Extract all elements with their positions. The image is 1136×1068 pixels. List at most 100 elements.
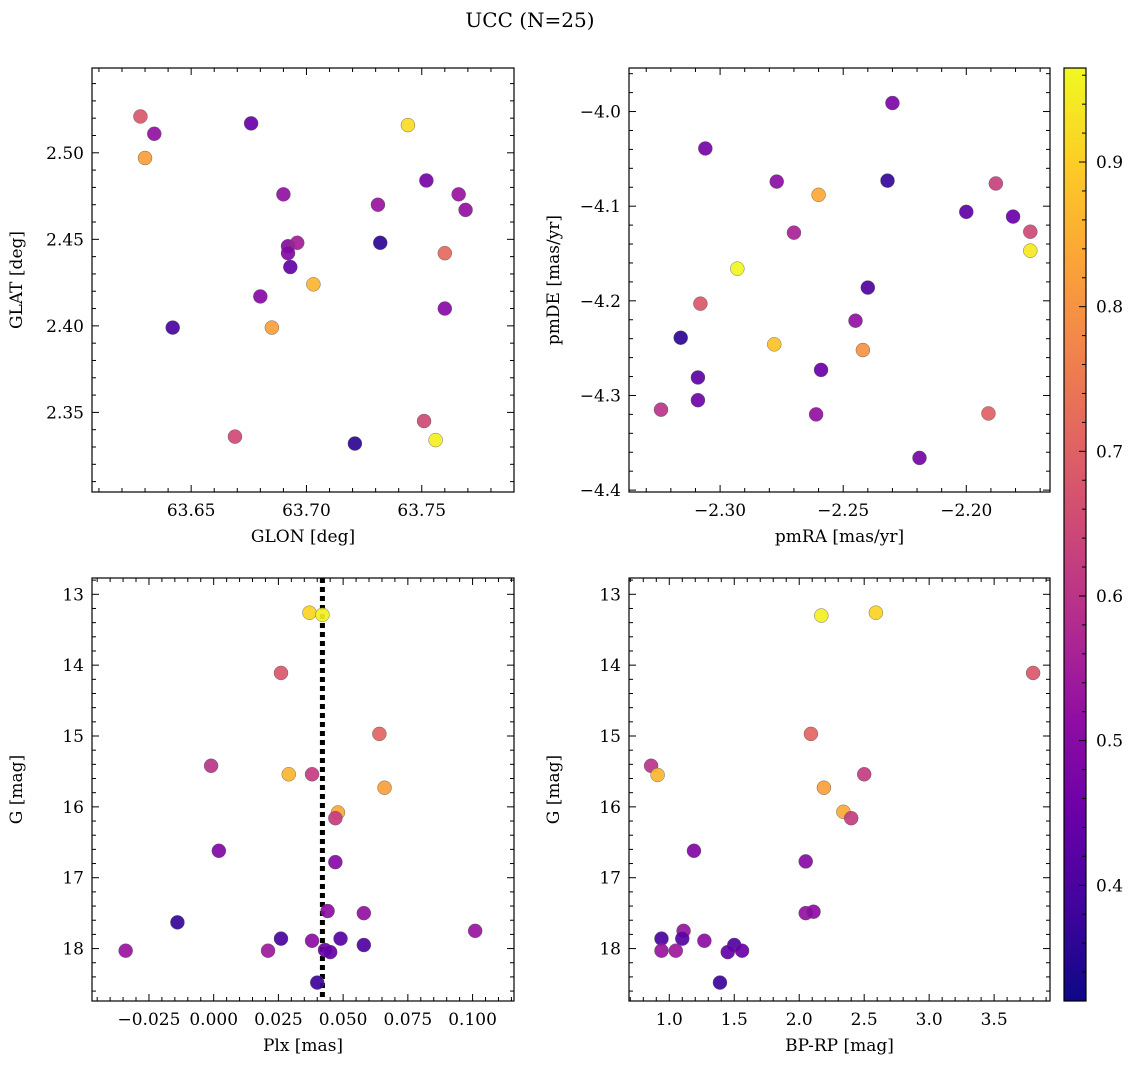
- y-tick-label: 16: [599, 798, 621, 818]
- data-point: [347, 436, 363, 451]
- data-point: [843, 810, 859, 826]
- panel-bprp-g: 1.0 1.5 2.0 2.5 3.0 3.5 13 14 15 16 17 18 BP-RP [mag…: [544, 577, 1051, 1056]
- data-point: [720, 944, 735, 960]
- panel-pmra-pmde: −2.30 −2.25 −2.20 −4.4 −4.3 −4.2 −4.1 −4.0 pmRA …: [544, 67, 1051, 547]
- colorbar-tick-label: 0.8: [1096, 298, 1123, 318]
- y-axis-label: GLAT [deg]: [7, 231, 27, 329]
- colorbar-gradient: [1064, 254, 1086, 1002]
- data-point: [734, 943, 750, 958]
- data-point: [885, 95, 900, 111]
- data-point: [227, 429, 243, 444]
- data-point: [767, 337, 782, 352]
- y-tick-label: 14: [62, 656, 84, 676]
- data-point: [814, 608, 829, 623]
- data-point: [373, 235, 388, 250]
- data-point: [372, 726, 387, 742]
- data-point: [147, 126, 162, 141]
- data-point: [260, 943, 276, 958]
- data-point: [690, 370, 706, 385]
- y-tick-label: −4.0: [580, 103, 621, 123]
- data-point: [959, 204, 974, 220]
- data-point: [1023, 243, 1038, 258]
- colorbar-tick-label: 0.5: [1096, 732, 1123, 752]
- x-tick-label: 0.025: [254, 1010, 303, 1030]
- data-point: [813, 362, 829, 378]
- data-point: [243, 116, 259, 131]
- x-tick-label: 2.5: [851, 1010, 878, 1030]
- y-tick-label: 17: [599, 869, 621, 889]
- x-tick-label: 63.70: [282, 501, 331, 521]
- colorbar: 0.4 0.5 0.6 0.7 0.8 0.9: [1063, 67, 1123, 1002]
- data-point: [1005, 209, 1021, 224]
- data-point: [290, 235, 305, 250]
- y-tick-label: 15: [62, 727, 84, 747]
- colorbar-tick-label: 0.4: [1096, 876, 1123, 896]
- x-tick-label: 2.0: [786, 1010, 813, 1030]
- data-point: [690, 392, 706, 408]
- y-tick-label: 16: [62, 798, 84, 818]
- y-tick-label: 14: [599, 656, 621, 676]
- y-tick-label: 18: [599, 940, 621, 960]
- x-tick-label: 63.65: [167, 501, 216, 521]
- data-point: [133, 109, 148, 124]
- data-point: [437, 301, 453, 316]
- data-point: [653, 402, 669, 417]
- y-tick-label: 2.35: [46, 403, 84, 423]
- y-tick-label: 2.50: [46, 144, 84, 164]
- y-tick-label: 13: [62, 585, 84, 605]
- colorbar-tick-label: 0.6: [1096, 587, 1123, 607]
- data-point: [273, 931, 289, 946]
- y-tick-label: 13: [599, 585, 621, 605]
- y-tick-label: 17: [62, 869, 84, 889]
- data-point: [302, 605, 317, 620]
- data-point: [281, 767, 296, 782]
- data-point: [675, 931, 690, 946]
- data-point: [806, 904, 821, 919]
- data-point: [698, 141, 713, 156]
- y-tick-label: −4.4: [580, 481, 621, 501]
- y-axis-label: pmDE [mas/yr]: [544, 215, 564, 345]
- data-point: [322, 944, 338, 960]
- data-point: [264, 320, 280, 335]
- data-point: [673, 330, 688, 345]
- axes-frame: [628, 67, 1051, 493]
- x-axis-label: Plx [mas]: [263, 1036, 343, 1056]
- data-point: [1023, 224, 1038, 239]
- y-axis-label: G [mag]: [544, 755, 564, 824]
- data-point: [451, 187, 466, 202]
- x-tick-label: −2.25: [817, 501, 869, 521]
- data-point: [458, 202, 473, 218]
- x-tick-label: 0.075: [384, 1010, 433, 1030]
- x-tick-label: 3.5: [981, 1010, 1008, 1030]
- data-point: [848, 313, 863, 328]
- x-tick-label: −2.20: [940, 501, 992, 521]
- scatter-points: [118, 605, 483, 990]
- data-point: [650, 767, 665, 783]
- x-axis-label: GLON [deg]: [251, 527, 355, 547]
- colorbar-frame: [1063, 67, 1087, 1002]
- data-point: [253, 289, 268, 304]
- data-point: [304, 933, 320, 948]
- data-point: [118, 943, 133, 958]
- data-point: [868, 605, 884, 620]
- data-point: [328, 854, 343, 870]
- colorbar-tick-label: 0.9: [1096, 153, 1123, 173]
- data-point: [437, 245, 453, 261]
- data-point: [165, 320, 180, 335]
- data-point: [697, 933, 712, 948]
- y-tick-label: 2.40: [46, 317, 84, 337]
- y-tick-label: 15: [599, 727, 621, 747]
- data-point: [912, 450, 927, 466]
- data-point: [769, 174, 784, 189]
- figure-title: UCC (N=25): [465, 8, 594, 32]
- data-point: [377, 780, 392, 795]
- x-tick-label: 0.000: [189, 1010, 238, 1030]
- axes-frame: [628, 577, 1051, 1002]
- x-tick-label: −0.025: [117, 1010, 180, 1030]
- x-tick-label: −2.30: [694, 501, 746, 521]
- data-point: [170, 915, 185, 930]
- x-tick-label: 63.75: [397, 501, 446, 521]
- data-point: [798, 854, 813, 869]
- data-point: [730, 261, 745, 276]
- data-point: [808, 407, 824, 422]
